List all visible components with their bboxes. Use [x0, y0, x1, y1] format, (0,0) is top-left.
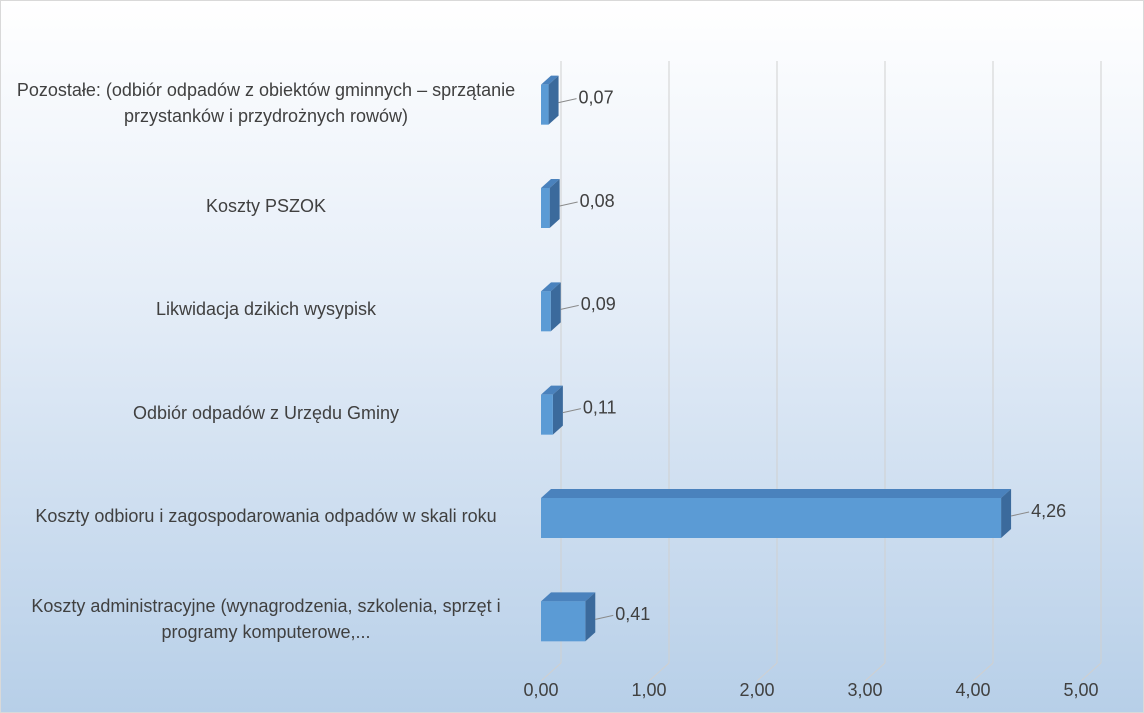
data-label: 0,09 — [581, 294, 616, 314]
leader-line — [560, 304, 579, 310]
bar-top — [541, 282, 561, 292]
bar — [541, 291, 551, 332]
x-tick-label: 5,00 — [1063, 680, 1098, 700]
grid-line — [1080, 662, 1102, 682]
leader-line — [1010, 511, 1030, 517]
y-tick-label: Koszty administracyjne (wynagrodzenia, s… — [31, 596, 501, 643]
data-label: 0,11 — [583, 397, 617, 417]
bar — [541, 188, 550, 228]
x-tick-label: 2,00 — [739, 680, 774, 700]
grid-line — [864, 662, 886, 682]
y-tick-label: Likwidacja dzikich wysypisk — [155, 299, 377, 320]
data-label: 0,07 — [579, 87, 614, 107]
bar-top — [541, 592, 596, 602]
bar — [541, 498, 1002, 538]
bar-side — [1001, 489, 1012, 538]
y-tick-label: Pozostałe: (odbiór odpadów z obiektów gm… — [16, 79, 516, 126]
bar-side — [548, 75, 559, 125]
data-label: 0,08 — [580, 191, 615, 211]
grid-line — [648, 662, 670, 682]
bar — [541, 394, 553, 435]
x-tick-label: 3,00 — [847, 680, 882, 700]
leader-line — [559, 201, 578, 207]
bar-side — [549, 179, 560, 228]
bar-side — [550, 282, 561, 332]
leader-line — [558, 98, 577, 104]
data-label: 0,41 — [615, 604, 650, 624]
bar-top — [541, 489, 1012, 498]
bar-top — [541, 75, 559, 85]
x-tick-label: 0,00 — [523, 680, 558, 700]
bar-top — [541, 179, 560, 188]
bar-side — [585, 592, 596, 642]
bar — [541, 84, 549, 125]
y-tick-label: Odbiór odpadów z Urzędu Gminy — [132, 402, 400, 423]
y-tick-label: Koszty odbioru i zagospodarowania odpadó… — [35, 506, 497, 526]
leader-line — [595, 614, 614, 620]
x-tick-label: 1,00 — [631, 680, 666, 700]
leader-line — [562, 408, 581, 414]
bar-side — [552, 385, 563, 435]
x-tick-label: 4,00 — [955, 680, 990, 700]
grid-line — [756, 662, 778, 682]
data-label: 4,26 — [1031, 501, 1066, 521]
y-tick-label: Koszty PSZOK — [205, 196, 327, 216]
bar — [541, 601, 586, 642]
bar-top — [541, 385, 563, 395]
grid-line — [540, 662, 562, 682]
grid-line — [972, 662, 994, 682]
